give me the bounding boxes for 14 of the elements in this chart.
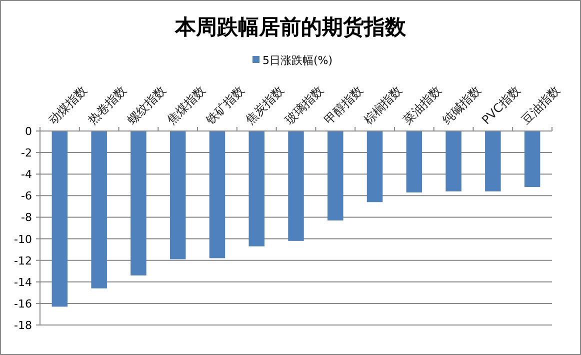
y-tick-label: -4 bbox=[21, 168, 32, 182]
title: 本周跌幅居前的期货指数 bbox=[175, 15, 406, 39]
y-tick-label: -12 bbox=[14, 254, 32, 268]
x-tick-label: 豆油指数 bbox=[518, 83, 562, 128]
y-tick-label: -10 bbox=[14, 232, 32, 246]
legend: 5日涨跌幅(%) bbox=[252, 54, 333, 67]
y-tick-label: -14 bbox=[14, 276, 32, 289]
y-tick-label: -6 bbox=[21, 190, 32, 203]
x-tick-label: 螺纹指数 bbox=[124, 83, 169, 128]
y-tick-label: -2 bbox=[21, 146, 32, 160]
y-tick-label: -18 bbox=[14, 319, 32, 332]
y-tick-label: 0 bbox=[25, 125, 32, 138]
y-tick-label: -16 bbox=[14, 297, 32, 310]
y-tick-label: -8 bbox=[21, 211, 32, 224]
